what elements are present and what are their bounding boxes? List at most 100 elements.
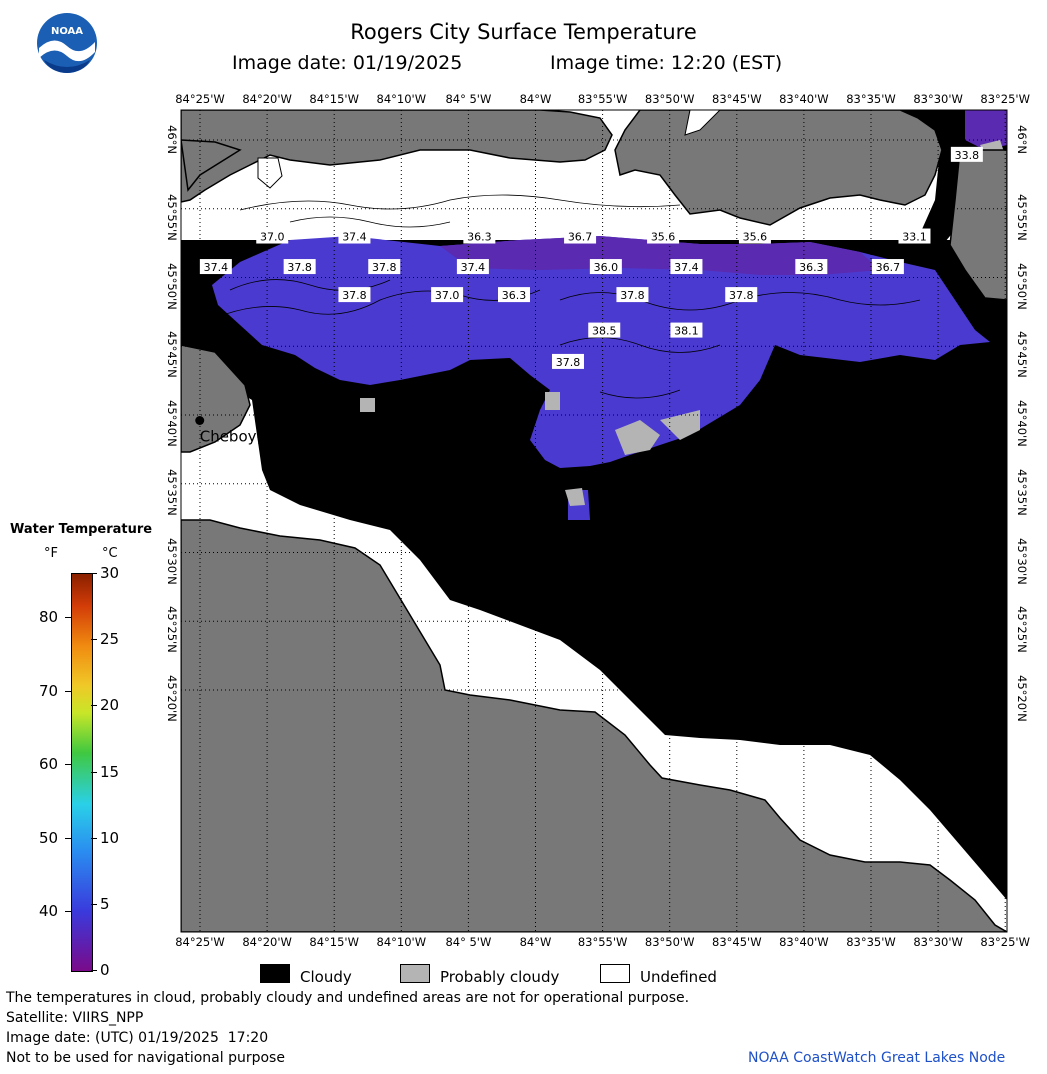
svg-text:36.3: 36.3 [799, 261, 824, 274]
place-marker-dot [665, 612, 675, 622]
image-time-label: Image time: 12:20 (EST) [550, 52, 783, 74]
longitude-tick-label: 84°15'W [309, 92, 359, 106]
svg-text:37.8: 37.8 [556, 356, 581, 369]
legend-c-tick: 10 [100, 828, 120, 847]
temperature-labels: 33.8 37.0 37.4 36.3 36.7 35.6 35.6 33.1 37.4 37.8… [199, 146, 983, 369]
satellite-text: Satellite: VIIRS_NPP [6, 1010, 144, 1026]
legend-c-tick: 15 [100, 762, 120, 781]
longitude-tick-label: 84° 5'W [445, 935, 492, 949]
svg-text:37.8: 37.8 [620, 289, 645, 302]
longitude-tick-label: 83°50'W [644, 92, 695, 106]
temperature-label: 36.7 [564, 228, 597, 244]
cloudy-swatch [260, 964, 290, 983]
land-east-island [949, 149, 1007, 301]
latitude-tick-label: 45°20'N [1015, 675, 1029, 722]
undefined-area [181, 110, 1007, 932]
temperature-label: 36.3 [795, 259, 828, 275]
legend-c-tick-mark [91, 573, 97, 574]
land-lower-peninsula [181, 519, 1007, 932]
svg-text:37.8: 37.8 [287, 261, 312, 274]
latitude-tick-label: 45°35'N [1015, 468, 1029, 516]
latitude-tick-label: 45°20'N [165, 675, 179, 722]
legend-c-tick: 20 [100, 696, 120, 715]
svg-text:36.0: 36.0 [594, 261, 619, 274]
cloudy-label: Cloudy [300, 968, 352, 986]
temperature-label: 37.8 [616, 287, 649, 303]
image-date-label: Image date: 01/19/2025 [232, 52, 463, 74]
latitude-tick-label: 45°50'N [165, 262, 179, 310]
latitude-tick-label: 45°40'N [165, 400, 179, 447]
longitude-tick-label: 83°30'W [913, 935, 963, 949]
legend-unit-c: °C [102, 546, 118, 561]
longitude-tick-label: 84°20'W [242, 92, 292, 106]
noaa-logo: NOAA [36, 12, 98, 74]
place-name-label: Rogers City [580, 619, 666, 637]
longitude-tick-label: 84°W [519, 92, 552, 106]
longitude-tick-label: 83°45'W [712, 935, 762, 949]
temperature-label: 36.7 [871, 259, 904, 275]
legend-c-tick-mark [91, 970, 97, 971]
noaa-logo-text: NOAA [51, 26, 83, 37]
temperature-label: 37.8 [368, 259, 401, 275]
land-drummond-island [614, 110, 943, 226]
temperature-label: 33.8 [950, 146, 983, 162]
legend-unit-f: °F [44, 546, 58, 561]
latitude-tick-label: 45°30'N [1015, 537, 1029, 585]
longitude-tick-label: 84°20'W [242, 935, 292, 949]
longitude-tick-label: 83°40'W [779, 935, 829, 949]
temperature-label: 37.8 [725, 287, 758, 303]
land-bois-blanc [181, 344, 251, 453]
temperature-label: 37.0 [256, 228, 289, 244]
temperature-label: 35.6 [647, 228, 680, 244]
svg-text:35.6: 35.6 [743, 231, 768, 244]
longitude-tick-label: 83°40'W [779, 92, 829, 106]
legend-f-tick: 60 [39, 755, 59, 774]
legend-f-tick: 50 [39, 828, 59, 847]
water-temperature-area [212, 236, 990, 468]
longitude-tick-label: 84°W [519, 935, 552, 949]
legend-title: Water Temperature [10, 522, 153, 537]
temperature-label: 38.5 [588, 322, 621, 338]
longitude-tick-label: 83°25'W [980, 935, 1030, 949]
longitude-tick-label: 84°10'W [376, 935, 427, 949]
legend-f-tick-mark [65, 764, 71, 766]
water-cold-strip [440, 236, 880, 275]
svg-text:37.8: 37.8 [342, 289, 367, 302]
place-name-label: Cheboygan [200, 428, 285, 446]
disclaimer-text: The temperatures in cloud, probably clou… [6, 990, 690, 1006]
longitude-tick-label: 83°35'W [846, 935, 896, 949]
latitude-tick-label: 45°45'N [165, 331, 179, 379]
temperature-label: 33.1 [898, 228, 931, 244]
water-cold-corner [965, 110, 1007, 150]
temperature-label: 37.8 [338, 287, 371, 303]
svg-text:38.5: 38.5 [592, 325, 617, 338]
legend-c-tick: 25 [100, 630, 120, 649]
svg-text:37.4: 37.4 [342, 231, 367, 244]
legend-c-tick: 5 [100, 894, 110, 913]
latitude-tick-label: 45°35'N [165, 468, 179, 516]
undefined-swatch [600, 964, 630, 983]
legend-c-tick-mark [91, 903, 97, 905]
cloudy-area-upper-right [900, 110, 1007, 260]
legend-f-tick-mark [65, 911, 71, 913]
water-small-patch [568, 490, 590, 520]
place-markers: Cheboygan Rogers City Presque Isle [195, 416, 975, 721]
svg-text:37.8: 37.8 [729, 289, 754, 302]
longitude-tick-label: 83°55'W [577, 935, 628, 949]
legend-f-tick-mark [65, 837, 71, 839]
temperature-label: 37.4 [199, 259, 232, 275]
longitude-tick-label: 83°45'W [712, 92, 762, 106]
svg-text:33.1: 33.1 [902, 231, 927, 244]
temperature-label: 37.4 [456, 259, 489, 275]
svg-text:37.4: 37.4 [461, 261, 486, 274]
svg-text:37.4: 37.4 [204, 261, 229, 274]
latitude-tick-label: 45°55'N [1015, 193, 1029, 241]
temperature-label: 37.0 [431, 287, 464, 303]
legend-f-tick: 80 [39, 608, 59, 627]
credit-text: NOAA CoastWatch Great Lakes Node [748, 1050, 1006, 1066]
legend-c-tick-mark [91, 771, 97, 773]
longitude-tick-label: 84°10'W [376, 92, 427, 106]
legend-c-tick-mark [91, 705, 97, 707]
temperature-label: 36.3 [497, 287, 530, 303]
